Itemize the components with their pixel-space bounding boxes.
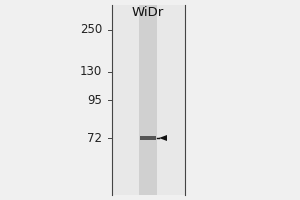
Text: 250: 250	[80, 23, 102, 36]
Text: 95: 95	[87, 94, 102, 106]
Polygon shape	[159, 135, 167, 141]
Bar	[112, 5, 185, 195]
Text: 72: 72	[87, 132, 102, 144]
Text: WiDr: WiDr	[132, 6, 164, 20]
Text: 130: 130	[80, 65, 102, 78]
Bar	[139, 5, 157, 195]
Bar	[140, 136, 156, 140]
